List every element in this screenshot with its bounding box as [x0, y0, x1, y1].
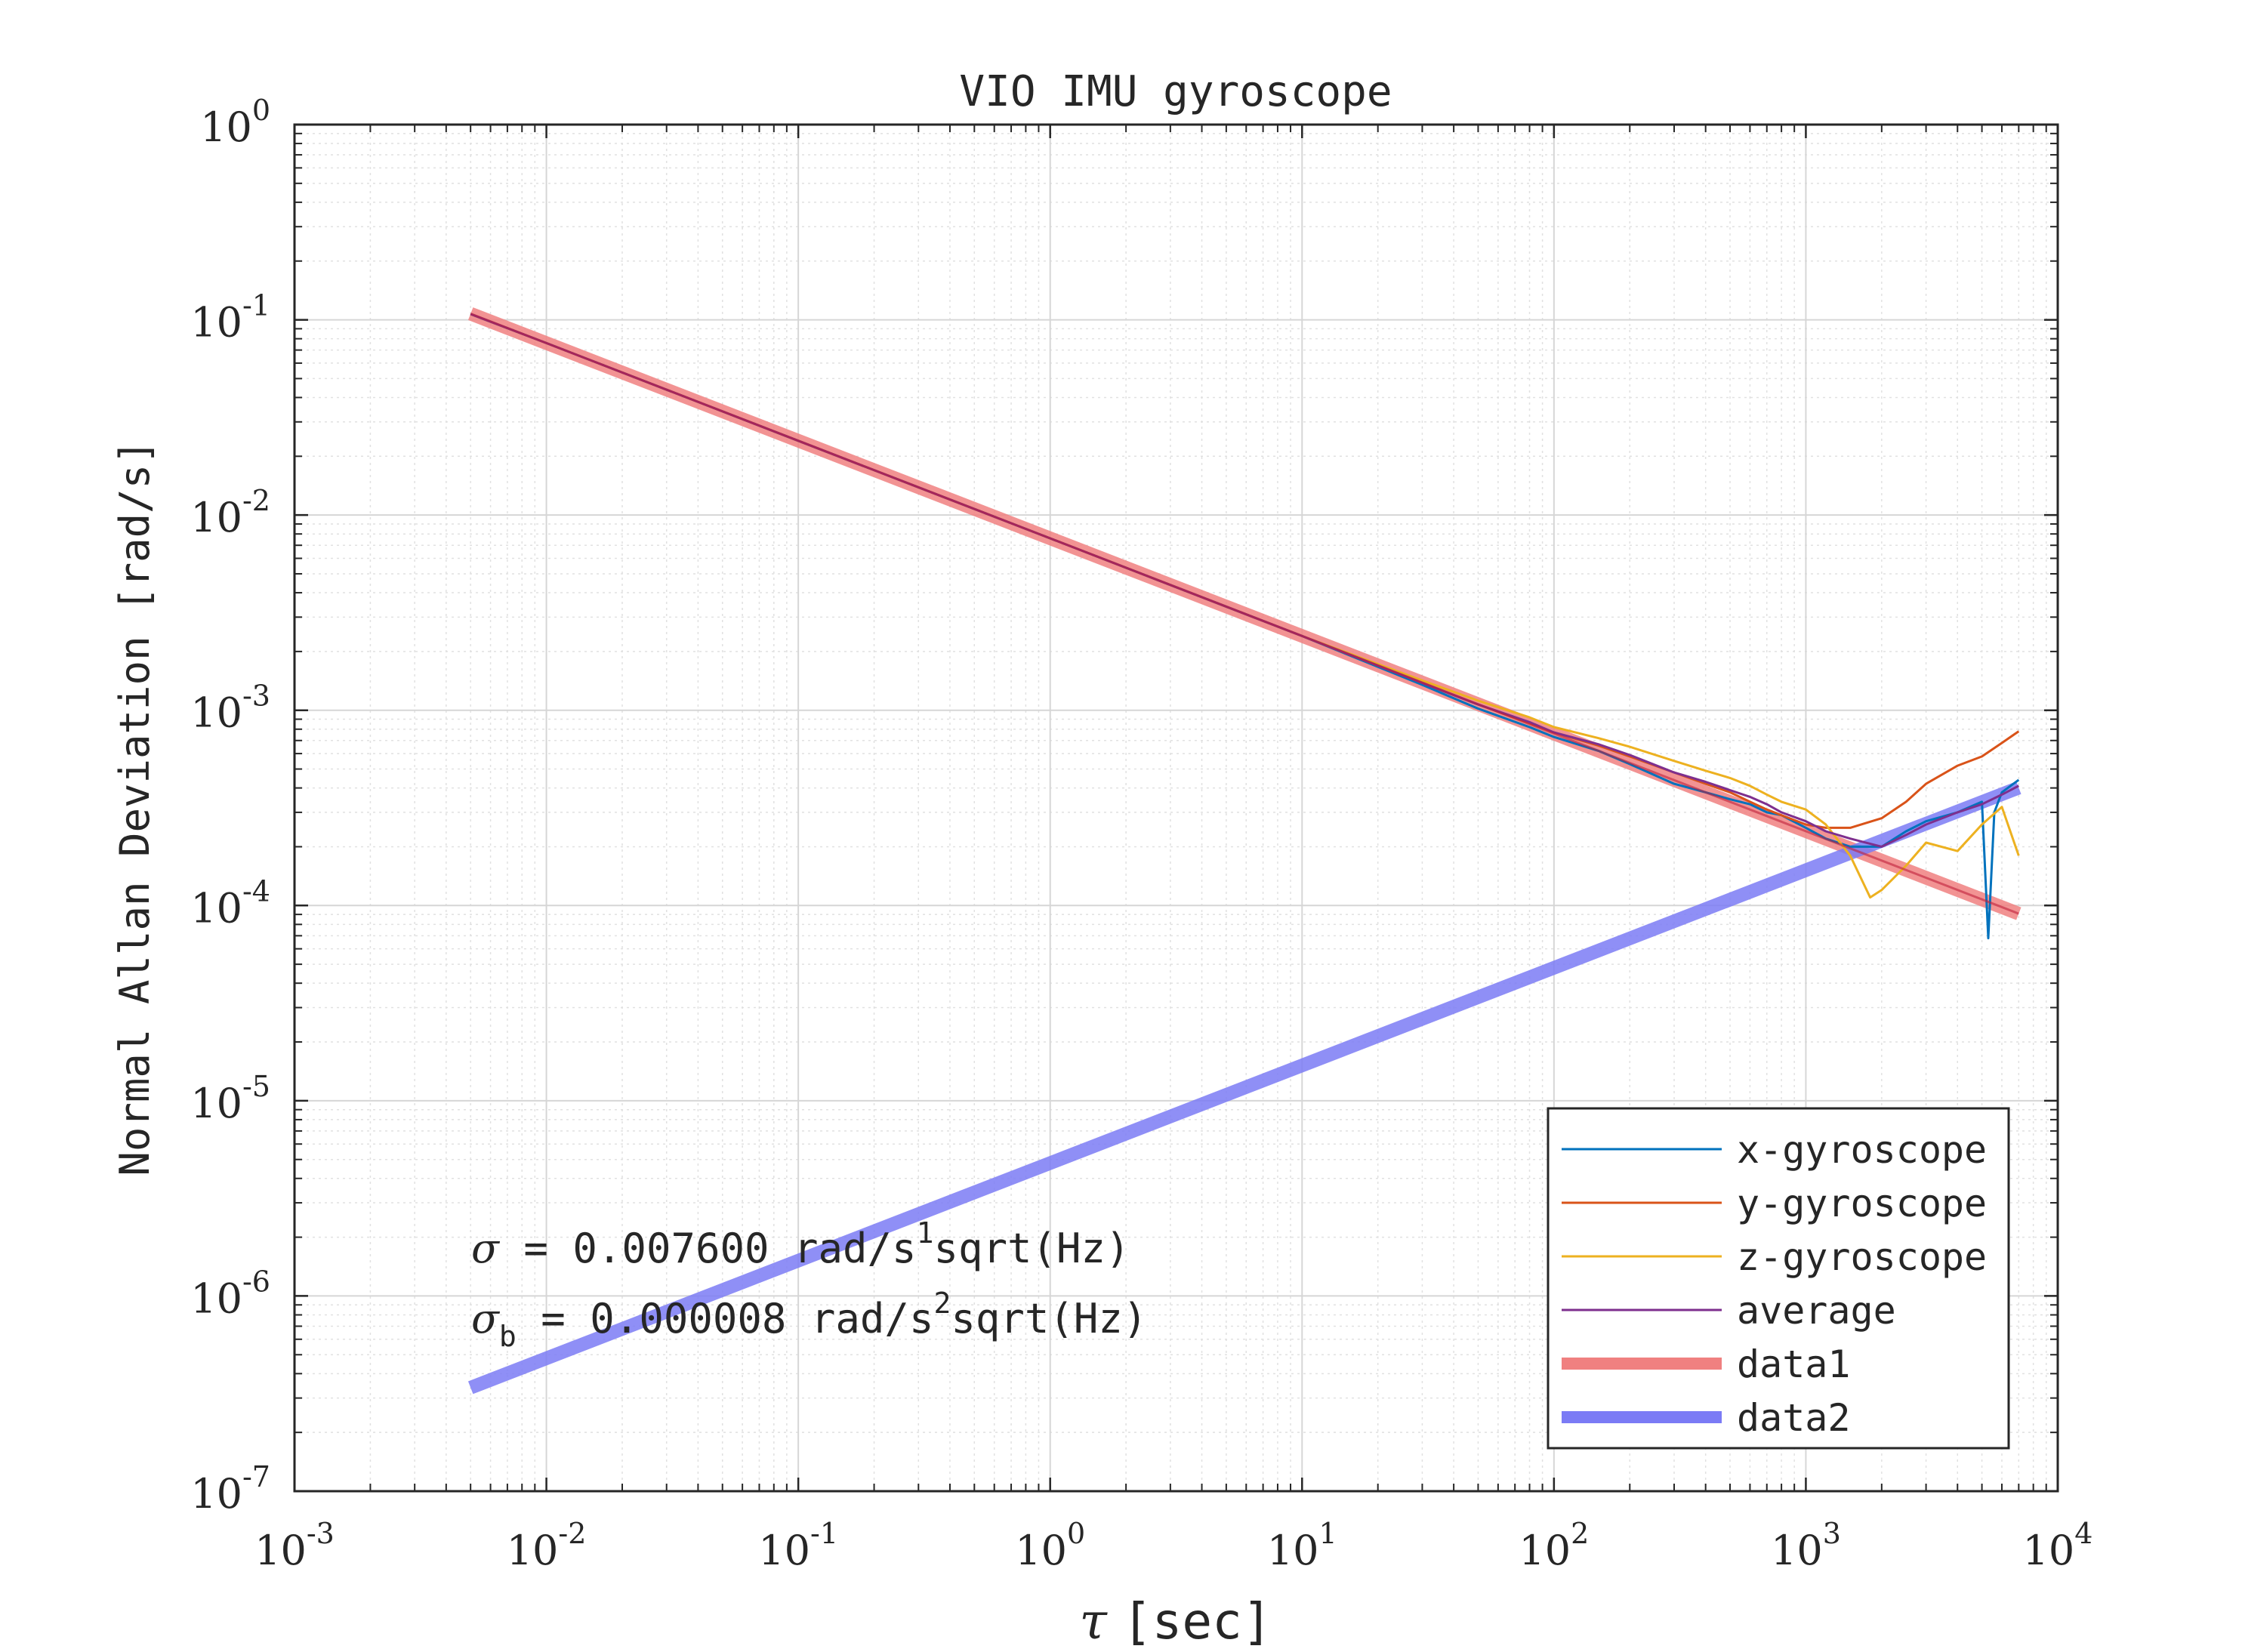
x-tick-exp: 3	[1823, 1517, 1841, 1550]
y-tick-exp: -5	[242, 1070, 270, 1103]
y-tick-exp: -3	[242, 680, 270, 713]
y-tick-label: 100	[200, 94, 270, 151]
x-tick-label: 100	[1015, 1517, 1085, 1574]
x-tick-label: 104	[2023, 1517, 2093, 1574]
x-tick-exp: -2	[558, 1517, 586, 1550]
x-tick-label: 101	[1267, 1517, 1337, 1574]
y-tick-exp: 0	[252, 94, 270, 127]
y-tick-base: 10	[190, 299, 242, 347]
y-tick-label: 10-4	[190, 874, 270, 932]
y-tick-base: 10	[190, 884, 242, 932]
sigma-sup: 1	[917, 1216, 934, 1250]
sigmab-sub: b	[499, 1320, 517, 1353]
legend-label-y-gyroscope: y-gyroscope	[1737, 1182, 1987, 1225]
x-tick-exp: 1	[1319, 1517, 1337, 1550]
x-tick-base: 10	[1267, 1527, 1319, 1574]
axes-layer	[293, 123, 2059, 1493]
y-tick-base: 10	[200, 103, 252, 151]
annotation-sigma-b: σb = 0.000008 rad/s2sqrt(Hz)	[471, 1287, 1147, 1353]
y-tick-exp: -7	[242, 1460, 270, 1493]
x-tick-exp: 4	[2074, 1517, 2092, 1550]
y-tick-base: 10	[190, 494, 242, 541]
y-tick-base: 10	[190, 689, 242, 737]
x-tick-base: 10	[507, 1527, 559, 1574]
y-tick-label: 10-7	[190, 1460, 270, 1518]
x-tick-label: 10-2	[507, 1517, 587, 1574]
annotation-sigma-line: σ = 0.007600 rad/s1sqrt(Hz)	[471, 1216, 1130, 1272]
x-tick-exp: -3	[307, 1517, 335, 1550]
y-tick-label: 10-3	[190, 680, 270, 737]
legend: x-gyroscope y-gyroscope z-gyroscope average…	[1547, 1107, 2010, 1450]
y-tick-label: 10-2	[190, 484, 270, 541]
x-tick-label: 103	[1771, 1517, 1841, 1574]
sigmab-symbol: σ	[471, 1295, 501, 1342]
axes-box	[293, 123, 2059, 1493]
sigmab-value: = 0.000008 rad/s	[517, 1295, 934, 1342]
x-tick-base: 10	[758, 1527, 810, 1574]
y-tick-label: 10-1	[190, 289, 270, 347]
series-layer	[467, 307, 2022, 1395]
x-tick-exp: 0	[1067, 1517, 1085, 1550]
y-tick-exp: -4	[242, 874, 270, 908]
y-tick-label: 10-6	[190, 1265, 270, 1322]
sigma-value: = 0.007600 rad/s	[499, 1225, 917, 1272]
y-tick-label: 10-5	[190, 1070, 270, 1127]
x-tick-label: 10-1	[758, 1517, 838, 1574]
y-tick-base: 10	[190, 1080, 242, 1127]
x-axis-label-symbol: τ	[1079, 1592, 1108, 1650]
legend-label-average: average	[1737, 1289, 1896, 1333]
legend-box	[1547, 1107, 2010, 1450]
chart-title: VIO IMU gyroscope	[959, 67, 1392, 116]
y-tick-exp: -1	[242, 289, 270, 322]
sigma-symbol: σ	[471, 1225, 501, 1272]
x-tick-base: 10	[1015, 1527, 1067, 1574]
legend-label-x-gyroscope: x-gyroscope	[1737, 1128, 1987, 1172]
sigmab-sup: 2	[933, 1287, 951, 1320]
x-axis-label-unit: [sec]	[1122, 1592, 1272, 1650]
sigmab-tail: sqrt(Hz)	[951, 1295, 1147, 1342]
y-tick-exp: -2	[242, 484, 270, 517]
y-tick-base: 10	[190, 1274, 242, 1322]
x-tick-exp: 2	[1571, 1517, 1589, 1550]
y-tick-exp: -6	[242, 1265, 270, 1298]
x-tick-label: 10-3	[254, 1517, 335, 1574]
x-tick-label: 102	[1519, 1517, 1589, 1574]
legend-label-z-gyroscope: z-gyroscope	[1737, 1235, 1987, 1279]
annotation-sigmab-line: σb = 0.000008 rad/s2sqrt(Hz)	[471, 1287, 1147, 1353]
series-line-data1-core	[470, 313, 2019, 915]
x-tick-base: 10	[1519, 1527, 1571, 1574]
series-line-data2	[467, 781, 2022, 1395]
x-tick-base: 10	[2023, 1527, 2075, 1574]
x-tick-base: 10	[254, 1527, 307, 1574]
legend-label-data2: data2	[1737, 1396, 1851, 1440]
x-tick-exp: -1	[810, 1517, 838, 1550]
x-axis-label: τ [sec]	[1079, 1592, 1272, 1650]
tick-labels: 10-3 10-2 10-1 100 101 102 103 10410-710-610-51…	[190, 94, 2092, 1574]
annotation-sigma: σ = 0.007600 rad/s1sqrt(Hz)	[471, 1216, 1130, 1272]
legend-label-data1: data1	[1737, 1342, 1851, 1386]
legend-entries: x-gyroscope y-gyroscope z-gyroscope average…	[1562, 1128, 1987, 1440]
y-axis-label: Normal Allan Deviation [rad/s]	[111, 439, 159, 1176]
x-tick-base: 10	[1771, 1527, 1823, 1574]
y-tick-base: 10	[190, 1470, 242, 1518]
sigma-tail: sqrt(Hz)	[933, 1225, 1130, 1272]
